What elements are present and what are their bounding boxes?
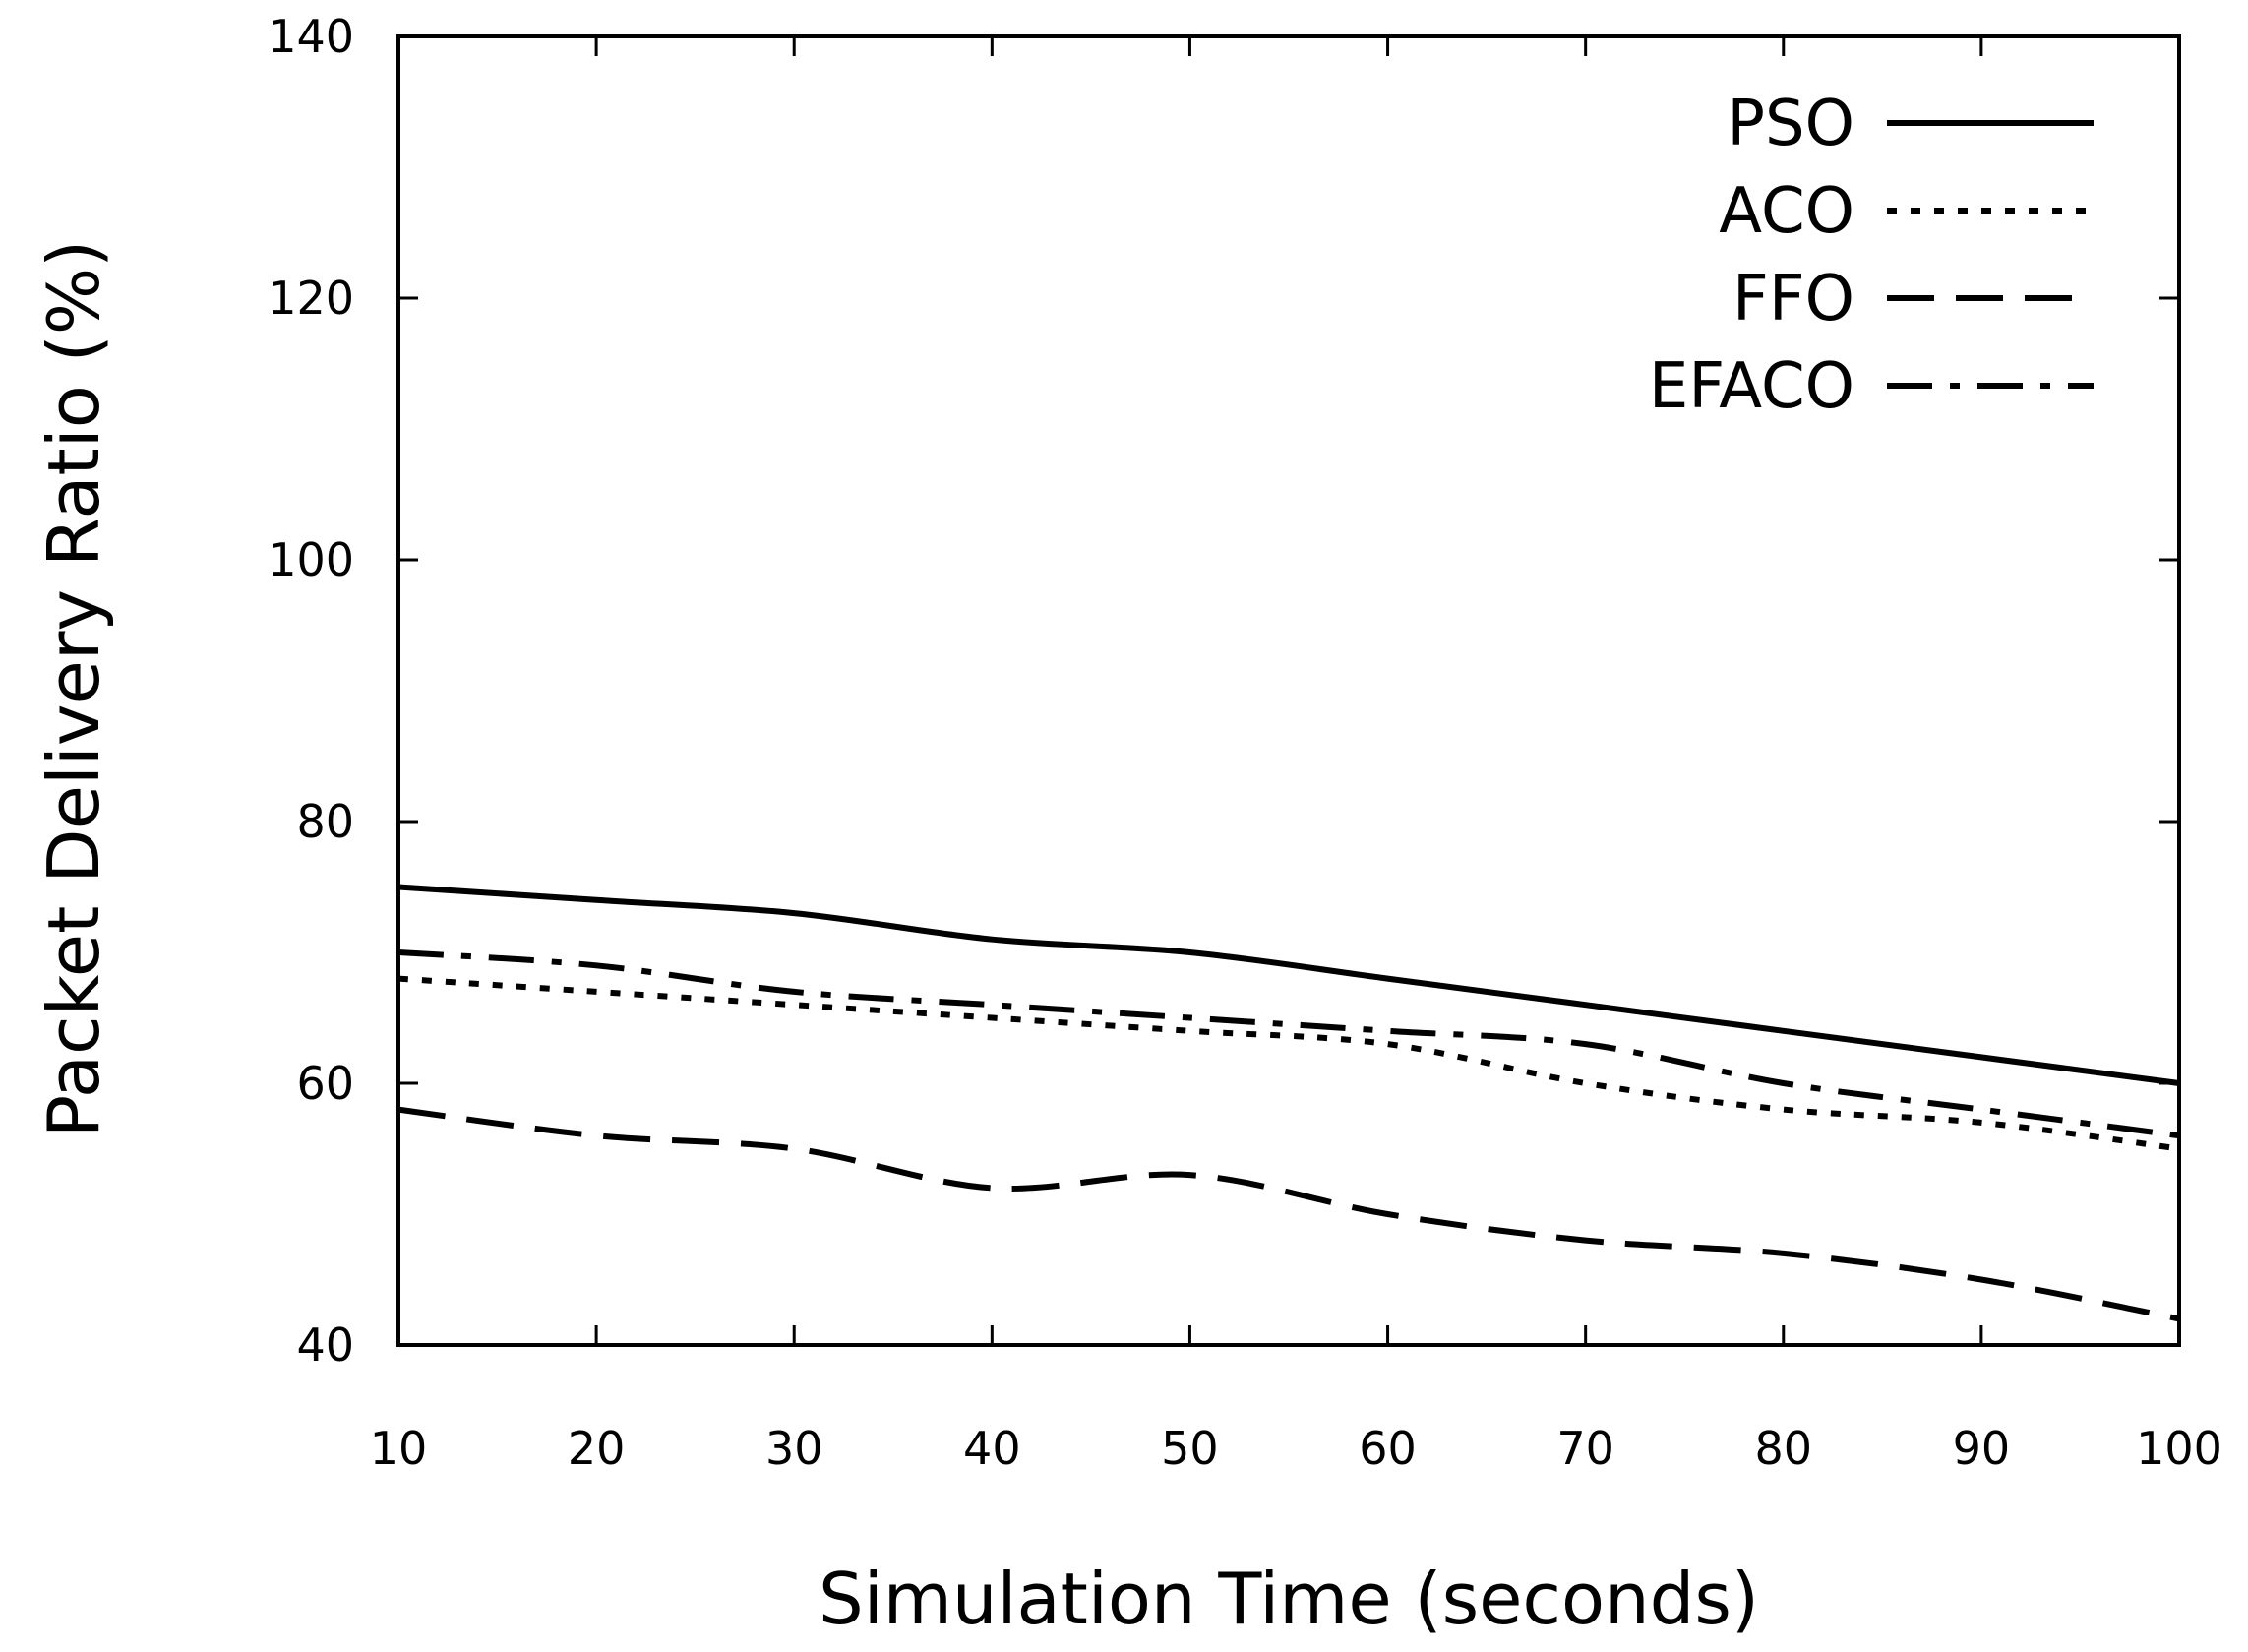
y-tick-labels: 40 60 80 100 120 140 (268, 10, 354, 1372)
x-tick-label: 20 (568, 1422, 626, 1475)
x-tick-label: 70 (1556, 1422, 1614, 1475)
x-tick-label: 50 (1161, 1422, 1219, 1475)
tick-marks (396, 34, 2181, 1347)
y-tick-label: 120 (268, 272, 354, 325)
y-tick-label: 80 (296, 795, 354, 848)
x-tick-label: 60 (1359, 1422, 1417, 1475)
x-tick-label: 100 (2136, 1422, 2222, 1475)
x-axis-title: Simulation Time (seconds) (819, 1558, 1759, 1640)
y-tick-label: 140 (268, 10, 354, 63)
legend-label-pso: PSO (1727, 88, 1854, 160)
y-tick-label: 100 (268, 533, 354, 586)
series-lines (397, 884, 2180, 1322)
x-tick-labels: 10 20 30 40 50 60 70 80 90 100 (370, 1422, 2222, 1475)
series-line-ffo (397, 1106, 2180, 1322)
legend-label-efaco: EFACO (1649, 350, 1854, 423)
series-line-pso (397, 884, 2180, 1086)
y-tick-label: 40 (296, 1318, 354, 1372)
series-line-efaco (397, 949, 2180, 1139)
plot-frame (396, 34, 2181, 1347)
series-line-aco (397, 975, 2180, 1152)
x-tick-label: 10 (370, 1422, 428, 1475)
x-tick-label: 80 (1755, 1422, 1813, 1475)
y-axis-title: Packet Delivery Ratio (%) (32, 240, 115, 1138)
legend-label-ffo: FFO (1732, 263, 1854, 336)
x-tick-label: 90 (1953, 1422, 2011, 1475)
legend: PSO ACO FFO EFACO (1649, 88, 2094, 423)
x-tick-label: 30 (765, 1422, 823, 1475)
x-tick-label: 40 (963, 1422, 1021, 1475)
legend-label-aco: ACO (1719, 175, 1854, 248)
y-tick-label: 60 (296, 1057, 354, 1110)
